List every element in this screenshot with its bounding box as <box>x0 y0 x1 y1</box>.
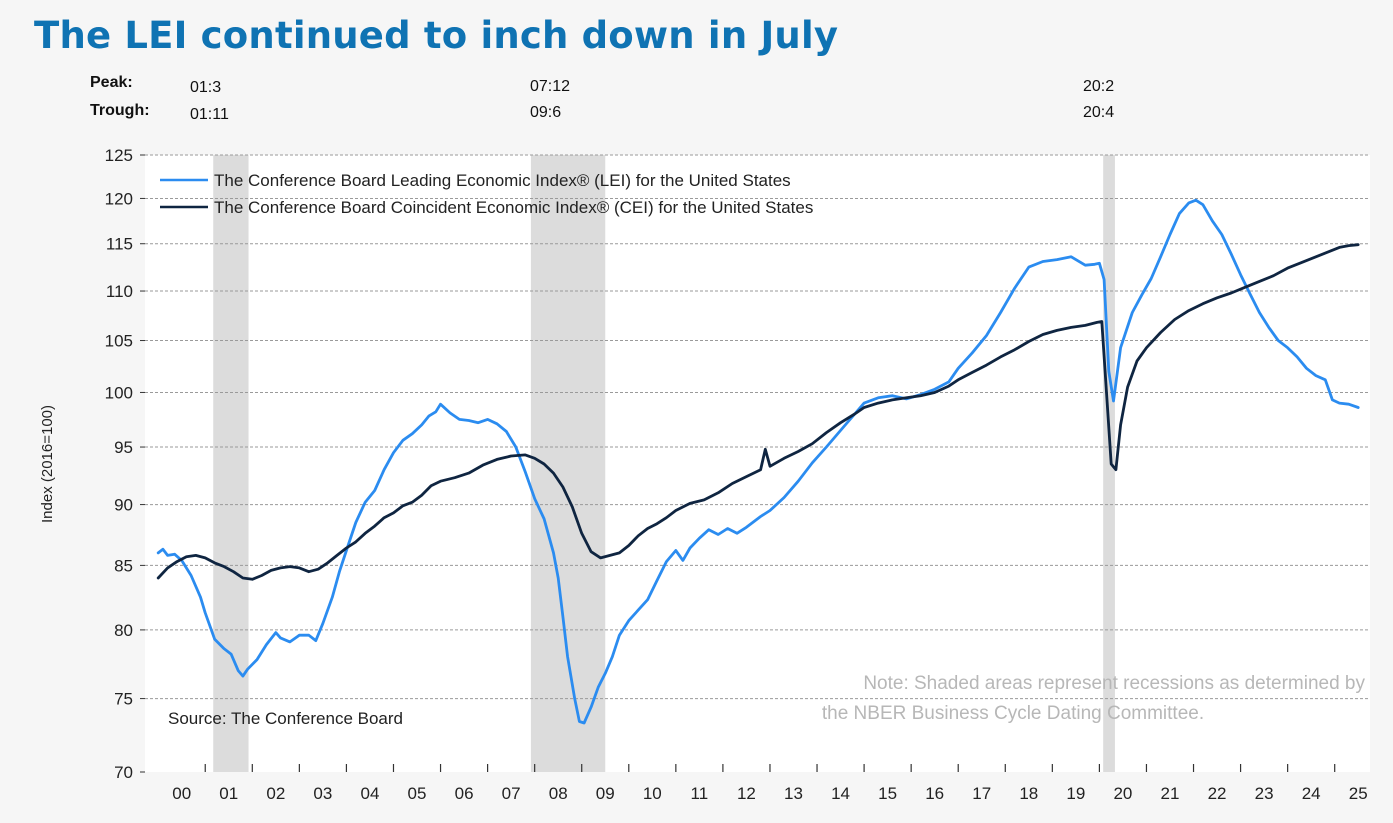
x-tick-label: 16 <box>925 784 944 803</box>
lei-series-line <box>156 198 1360 725</box>
peak-date-2: 07:12 <box>530 78 571 95</box>
x-tick-label: 15 <box>878 784 897 803</box>
note-line-1: Note: Shaded areas represent recessions … <box>863 673 1365 694</box>
y-tick-label: 115 <box>106 235 133 254</box>
plot-area <box>145 155 1370 772</box>
legend-label-lei: The Conference Board Leading Economic In… <box>214 171 791 190</box>
trough-date-1: 01:11 <box>190 106 229 123</box>
x-tick-label: 12 <box>737 784 756 803</box>
y-tick-label: 110 <box>106 282 133 301</box>
page-title: The LEI continued to inch down in July <box>34 14 839 57</box>
x-tick-label: 18 <box>1019 784 1038 803</box>
trough-label: Trough: <box>90 102 150 119</box>
y-tick-label: 105 <box>105 332 133 351</box>
x-tick-label: 09 <box>596 784 615 803</box>
legend-label-cei: The Conference Board Coincident Economic… <box>214 198 813 217</box>
trough-date-2: 09:6 <box>530 104 562 121</box>
y-axis-label: Index (2016=100) <box>39 405 56 523</box>
x-tick-label: 25 <box>1349 784 1368 803</box>
y-tick-label: 85 <box>114 556 133 575</box>
x-tick-label: 22 <box>1208 784 1227 803</box>
x-tick-label: 01 <box>219 784 238 803</box>
recession-band-3 <box>1103 155 1115 772</box>
x-tick-label: 06 <box>455 784 474 803</box>
trough-date-3: 20:4 <box>1083 104 1115 121</box>
y-tick-label: 125 <box>105 146 133 165</box>
y-tick-label: 120 <box>105 189 133 208</box>
recession-band-1 <box>213 155 249 772</box>
y-tick-label: 75 <box>114 690 133 709</box>
x-tick-label: 10 <box>643 784 662 803</box>
x-tick-label: 03 <box>313 784 332 803</box>
peak-date-1: 01:3 <box>190 79 222 96</box>
x-tick-label: 19 <box>1066 784 1085 803</box>
x-tick-label: 14 <box>831 784 850 803</box>
y-tick-label: 100 <box>105 383 133 402</box>
x-tick-label: 17 <box>972 784 991 803</box>
peak-label: Peak: <box>90 74 133 91</box>
y-tick-label: 70 <box>114 763 133 782</box>
x-tick-label: 08 <box>549 784 568 803</box>
x-tick-label: 13 <box>784 784 803 803</box>
x-tick-label: 11 <box>691 784 709 803</box>
x-tick-label: 21 <box>1161 784 1180 803</box>
x-tick-label: 24 <box>1302 784 1321 803</box>
note-line-2: the NBER Business Cycle Dating Committee… <box>822 703 1204 724</box>
x-tick-label: 23 <box>1255 784 1274 803</box>
peak-date-3: 20:2 <box>1083 78 1115 95</box>
x-tick-label: 05 <box>408 784 427 803</box>
x-tick-label: 20 <box>1113 784 1132 803</box>
y-tick-label: 95 <box>114 438 133 457</box>
y-tick-label: 90 <box>114 496 133 515</box>
source-annotation: Source: The Conference Board <box>168 709 403 728</box>
y-tick-label: 80 <box>114 621 133 640</box>
x-tick-label: 00 <box>172 784 191 803</box>
cei-series-line <box>156 243 1360 581</box>
x-tick-label: 02 <box>266 784 285 803</box>
x-tick-label: 07 <box>502 784 521 803</box>
x-tick-label: 04 <box>360 784 379 803</box>
